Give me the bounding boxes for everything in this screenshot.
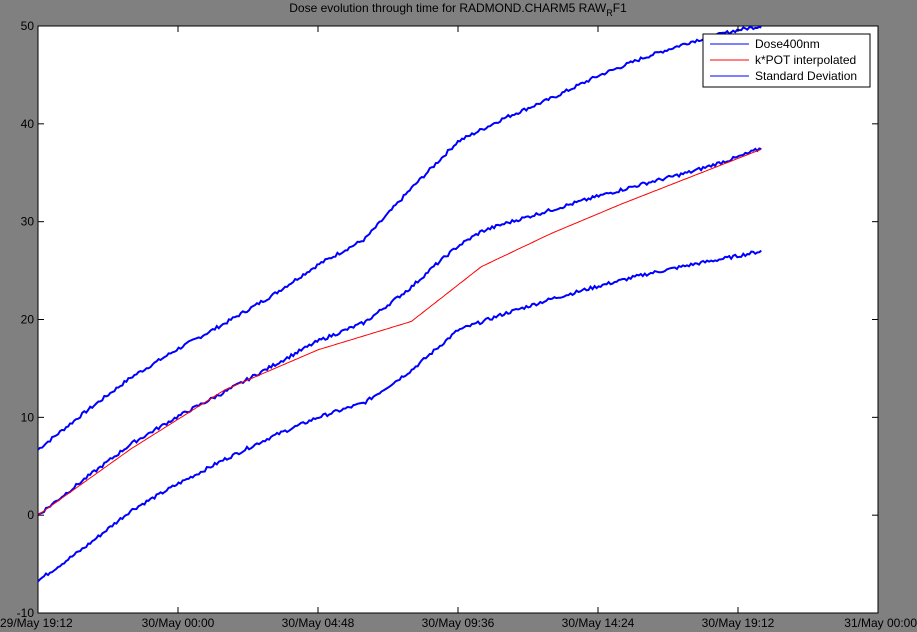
plot-area xyxy=(37,25,879,614)
y-tick-label: 40 xyxy=(21,117,35,131)
legend-label-std: Standard Deviation xyxy=(755,69,857,83)
x-tick-label: 31/May 00:00 xyxy=(844,616,917,630)
series-dose400nm xyxy=(37,147,762,516)
y-tick-label: 30 xyxy=(21,215,35,229)
y-tick-label: 0 xyxy=(27,508,34,522)
x-tick-label: 30/May 14:24 xyxy=(562,616,635,630)
y-tick-label: -10 xyxy=(17,606,35,620)
x-tick-label: 30/May 19:12 xyxy=(702,616,775,630)
series-std-upper xyxy=(37,25,762,451)
chart-title-main: Dose evolution through time for RADMOND.… xyxy=(289,1,607,15)
chart-title-suffix: F1 xyxy=(613,1,627,15)
x-tick-label: 29/May 19:12 xyxy=(0,616,73,630)
y-tick-label: 10 xyxy=(21,410,35,424)
ticks-layer: -10 0 10 20 30 40 50 29/May 19:12 30/May 00:00 30… xyxy=(0,19,917,630)
legend-label-dose400nm: Dose400nm xyxy=(755,37,820,51)
y-tick-label: 20 xyxy=(21,313,35,327)
series-kpot-interpolated xyxy=(37,148,762,516)
series-std-lower xyxy=(37,249,762,583)
x-tick-label: 30/May 00:00 xyxy=(142,616,215,630)
y-tick-label: 50 xyxy=(21,19,35,33)
chart-title: Dose evolution through time for RADMOND.… xyxy=(289,1,627,18)
series-layer xyxy=(37,25,762,583)
legend-label-kpot: k*POT interpolated xyxy=(755,53,856,67)
x-tick-label: 30/May 04:48 xyxy=(282,616,355,630)
legend: Dose400nm k*POT interpolated Standard De… xyxy=(702,33,871,88)
x-tick-label: 30/May 09:36 xyxy=(422,616,495,630)
chart-title-subscript: R xyxy=(606,8,613,18)
